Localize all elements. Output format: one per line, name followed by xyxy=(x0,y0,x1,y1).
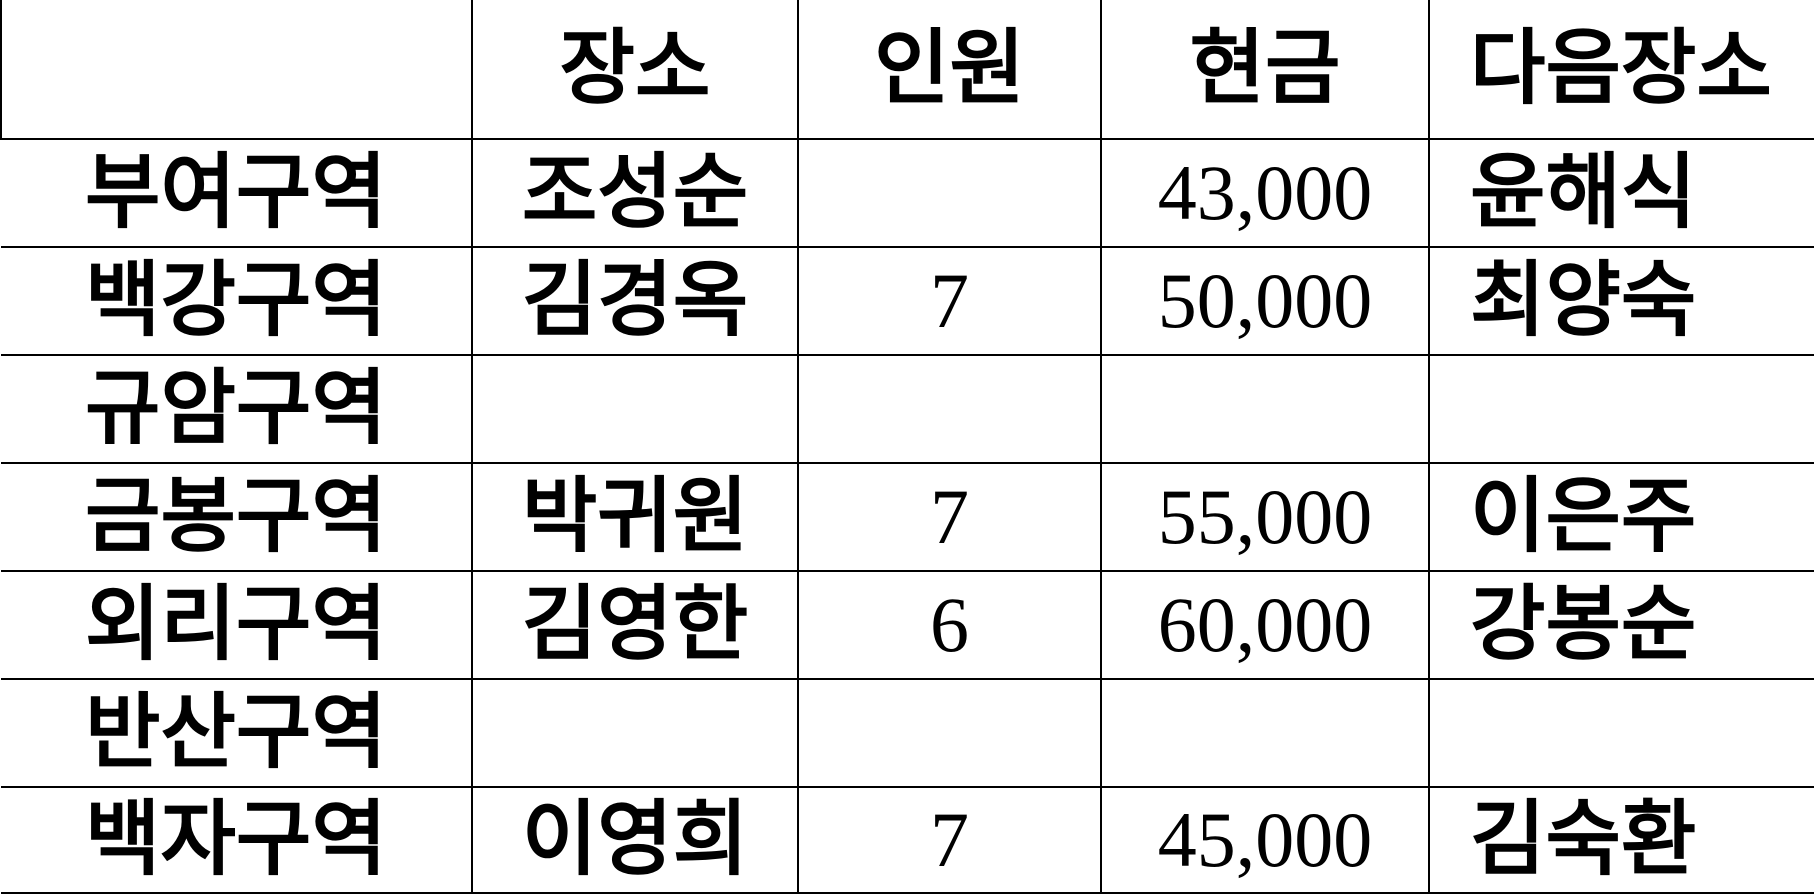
table-row: 부여구역 조성순 43,000 윤해식 xyxy=(1,138,1814,248)
region-cell[interactable]: 규암구역 xyxy=(1,354,473,464)
header-cell-region[interactable] xyxy=(0,0,473,140)
region-cell[interactable]: 외리구역 xyxy=(1,570,473,680)
region-cell[interactable]: 백자구역 xyxy=(1,786,473,894)
header-cell-next-place[interactable]: 다음장소 xyxy=(1428,0,1814,140)
count-cell[interactable]: 6 xyxy=(797,570,1102,680)
count-cell[interactable] xyxy=(797,138,1102,248)
cash-cell[interactable]: 60,000 xyxy=(1100,570,1430,680)
count-cell[interactable]: 7 xyxy=(797,462,1102,572)
next-place-cell[interactable]: 최양숙 xyxy=(1428,246,1814,356)
place-cell[interactable]: 이영희 xyxy=(471,786,799,894)
table-row: 백강구역 김경옥 7 50,000 최양숙 xyxy=(1,246,1814,356)
header-cell-count[interactable]: 인원 xyxy=(797,0,1102,140)
next-place-cell[interactable] xyxy=(1428,678,1814,788)
count-cell[interactable]: 7 xyxy=(797,246,1102,356)
next-place-cell[interactable]: 이은주 xyxy=(1428,462,1814,572)
header-cell-cash[interactable]: 현금 xyxy=(1100,0,1430,140)
header-row: 장소 인원 현금 다음장소 xyxy=(0,0,1814,140)
place-cell[interactable]: 김경옥 xyxy=(471,246,799,356)
table-row: 금봉구역 박귀원 7 55,000 이은주 xyxy=(1,462,1814,572)
place-cell[interactable] xyxy=(471,354,799,464)
place-cell[interactable]: 조성순 xyxy=(471,138,799,248)
place-cell[interactable] xyxy=(471,678,799,788)
count-cell[interactable]: 7 xyxy=(797,786,1102,894)
region-cell[interactable]: 백강구역 xyxy=(1,246,473,356)
region-cell[interactable]: 금봉구역 xyxy=(1,462,473,572)
table-row: 규암구역 xyxy=(1,354,1814,464)
next-place-cell[interactable]: 강봉순 xyxy=(1428,570,1814,680)
header-cell-place[interactable]: 장소 xyxy=(471,0,799,140)
table-row: 외리구역 김영한 6 60,000 강봉순 xyxy=(1,570,1814,680)
place-cell[interactable]: 박귀원 xyxy=(471,462,799,572)
cash-cell[interactable]: 45,000 xyxy=(1100,786,1430,894)
region-cell[interactable]: 부여구역 xyxy=(1,138,473,248)
next-place-cell[interactable] xyxy=(1428,354,1814,464)
count-cell[interactable] xyxy=(797,354,1102,464)
next-place-cell[interactable]: 김숙환 xyxy=(1428,786,1814,894)
cash-cell[interactable]: 50,000 xyxy=(1100,246,1430,356)
cash-cell[interactable] xyxy=(1100,354,1430,464)
table-row: 반산구역 xyxy=(1,678,1814,788)
cash-cell[interactable]: 55,000 xyxy=(1100,462,1430,572)
next-place-cell[interactable]: 윤해식 xyxy=(1428,138,1814,248)
cash-cell[interactable]: 43,000 xyxy=(1100,138,1430,248)
place-cell[interactable]: 김영한 xyxy=(471,570,799,680)
cash-cell[interactable] xyxy=(1100,678,1430,788)
table-row: 백자구역 이영희 7 45,000 김숙환 xyxy=(1,786,1814,894)
region-cell[interactable]: 반산구역 xyxy=(1,678,473,788)
count-cell[interactable] xyxy=(797,678,1102,788)
